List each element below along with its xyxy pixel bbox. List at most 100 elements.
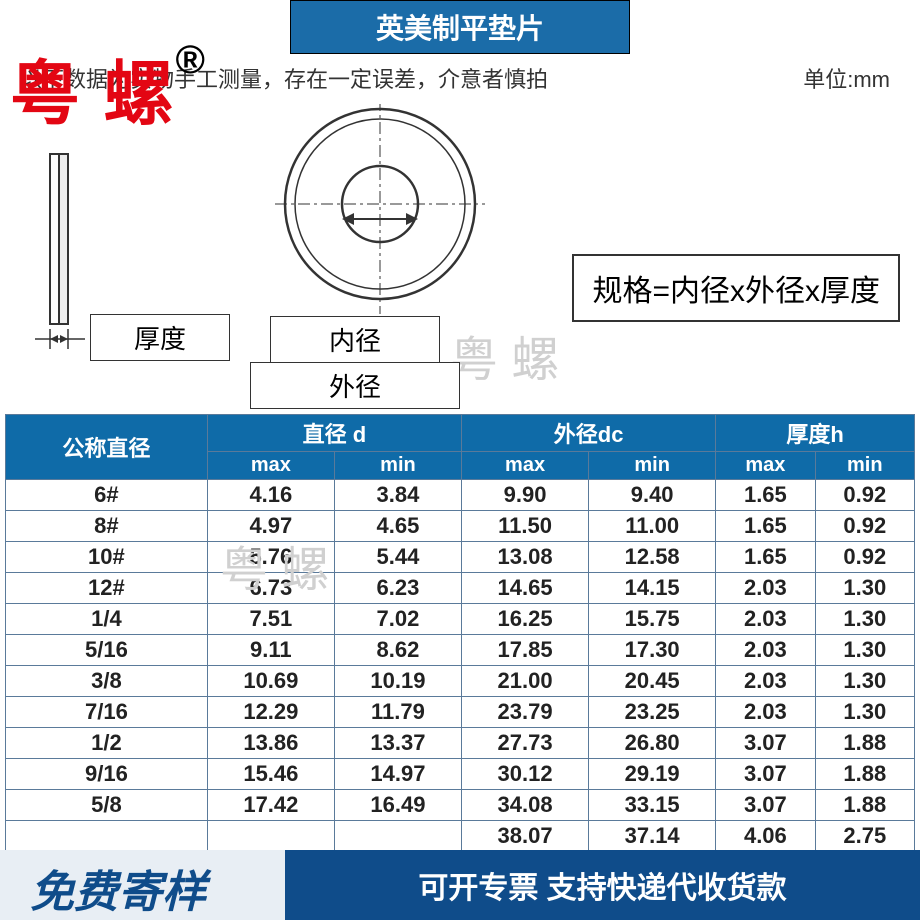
col-sub: min — [589, 452, 716, 480]
table-cell: 2.03 — [716, 573, 815, 604]
table-cell: 2.03 — [716, 666, 815, 697]
table-cell: 1.88 — [815, 728, 914, 759]
table-cell: 1/4 — [6, 604, 208, 635]
col-nominal: 公称直径 — [6, 415, 208, 480]
table-row: 6#4.163.849.909.401.650.92 — [6, 480, 915, 511]
table-cell: 9.11 — [207, 635, 334, 666]
table-cell: 0.92 — [815, 511, 914, 542]
table-cell: 1.30 — [815, 666, 914, 697]
watermark-red-text: 粤 螺 — [10, 55, 175, 133]
table-cell: 12.58 — [589, 542, 716, 573]
table-cell: 21.00 — [462, 666, 589, 697]
table-cell: 8# — [6, 511, 208, 542]
table-cell: 3.84 — [334, 480, 461, 511]
table-row: 7/1612.2911.7923.7923.252.031.30 — [6, 697, 915, 728]
table-cell: 14.65 — [462, 573, 589, 604]
col-sub: min — [815, 452, 914, 480]
table-cell: 13.86 — [207, 728, 334, 759]
table-cell: 4.97 — [207, 511, 334, 542]
diagram-zone: 厚度 内径 外径 规格=内径x外径x厚度 — [20, 104, 900, 404]
table-cell: 29.19 — [589, 759, 716, 790]
table-cell: 10.69 — [207, 666, 334, 697]
table-cell: 10# — [6, 542, 208, 573]
table-cell: 1.88 — [815, 759, 914, 790]
table-cell: 15.75 — [589, 604, 716, 635]
table-cell: 3.07 — [716, 759, 815, 790]
table-cell: 13.37 — [334, 728, 461, 759]
table-cell: 5.76 — [207, 542, 334, 573]
table-cell: 14.15 — [589, 573, 716, 604]
table-cell: 9/16 — [6, 759, 208, 790]
table-cell: 3/8 — [6, 666, 208, 697]
table-cell: 2.03 — [716, 697, 815, 728]
table-cell: 15.46 — [207, 759, 334, 790]
table-cell: 7.02 — [334, 604, 461, 635]
table-cell: 2.03 — [716, 635, 815, 666]
table-cell: 0.92 — [815, 480, 914, 511]
table-cell: 4.06 — [716, 821, 815, 852]
table-cell: 7.51 — [207, 604, 334, 635]
table-cell: 1.88 — [815, 790, 914, 821]
table-body: 6#4.163.849.909.401.650.928#4.974.6511.5… — [6, 480, 915, 852]
table-cell: 30.12 — [462, 759, 589, 790]
table-cell — [207, 821, 334, 852]
table-row: 12#6.736.2314.6514.152.031.30 — [6, 573, 915, 604]
table-cell: 12# — [6, 573, 208, 604]
table-cell: 6.23 — [334, 573, 461, 604]
col-sub: min — [334, 452, 461, 480]
table-cell: 2.03 — [716, 604, 815, 635]
title-bar: 英美制平垫片 — [290, 0, 630, 54]
table-cell: 2.75 — [815, 821, 914, 852]
table-cell: 11.00 — [589, 511, 716, 542]
thickness-label: 厚度 — [90, 314, 230, 361]
table-cell: 9.40 — [589, 480, 716, 511]
table-row: 10#5.765.4413.0812.581.650.92 — [6, 542, 915, 573]
table-head: 公称直径 直径 d 外径dc 厚度h maxminmaxminmaxmin — [6, 415, 915, 480]
table-cell: 1.65 — [716, 511, 815, 542]
table-cell: 5/8 — [6, 790, 208, 821]
table-row: 1/47.517.0216.2515.752.031.30 — [6, 604, 915, 635]
table-cell: 7/16 — [6, 697, 208, 728]
table-cell: 26.80 — [589, 728, 716, 759]
table-row: 3/810.6910.1921.0020.452.031.30 — [6, 666, 915, 697]
table-cell: 33.15 — [589, 790, 716, 821]
table-cell: 11.50 — [462, 511, 589, 542]
col-sub: max — [207, 452, 334, 480]
reg-mark: ® — [175, 38, 206, 82]
table-cell: 3.07 — [716, 790, 815, 821]
col-sub: max — [716, 452, 815, 480]
table-cell: 8.62 — [334, 635, 461, 666]
table-cell: 1.30 — [815, 635, 914, 666]
table-cell: 16.25 — [462, 604, 589, 635]
table-cell: 12.29 — [207, 697, 334, 728]
table-row: 1/213.8613.3727.7326.803.071.88 — [6, 728, 915, 759]
table-cell: 13.08 — [462, 542, 589, 573]
table-cell: 4.65 — [334, 511, 461, 542]
table-cell — [334, 821, 461, 852]
table-cell: 27.73 — [462, 728, 589, 759]
table-cell: 17.42 — [207, 790, 334, 821]
table-row: 9/1615.4614.9730.1229.193.071.88 — [6, 759, 915, 790]
table-cell: 23.79 — [462, 697, 589, 728]
table-cell: 6.73 — [207, 573, 334, 604]
col-dc: 外径dc — [462, 415, 716, 452]
col-d: 直径 d — [207, 415, 461, 452]
table-cell: 4.16 — [207, 480, 334, 511]
table-row: 5/817.4216.4934.0833.153.071.88 — [6, 790, 915, 821]
table-cell: 9.90 — [462, 480, 589, 511]
table-cell: 0.92 — [815, 542, 914, 573]
watermark-red: 粤 螺® — [10, 38, 207, 139]
table-cell: 38.07 — [462, 821, 589, 852]
footer: 免费寄样 可开专票 支持快递代收货款 — [0, 850, 920, 920]
col-h: 厚度h — [716, 415, 915, 452]
table-cell: 1.30 — [815, 604, 914, 635]
table-cell: 3.07 — [716, 728, 815, 759]
table-cell: 37.14 — [589, 821, 716, 852]
table-cell: 1.30 — [815, 573, 914, 604]
col-sub: max — [462, 452, 589, 480]
table-cell: 17.85 — [462, 635, 589, 666]
table-cell: 34.08 — [462, 790, 589, 821]
table-cell: 11.79 — [334, 697, 461, 728]
table-cell: 23.25 — [589, 697, 716, 728]
table-cell: 1.65 — [716, 480, 815, 511]
